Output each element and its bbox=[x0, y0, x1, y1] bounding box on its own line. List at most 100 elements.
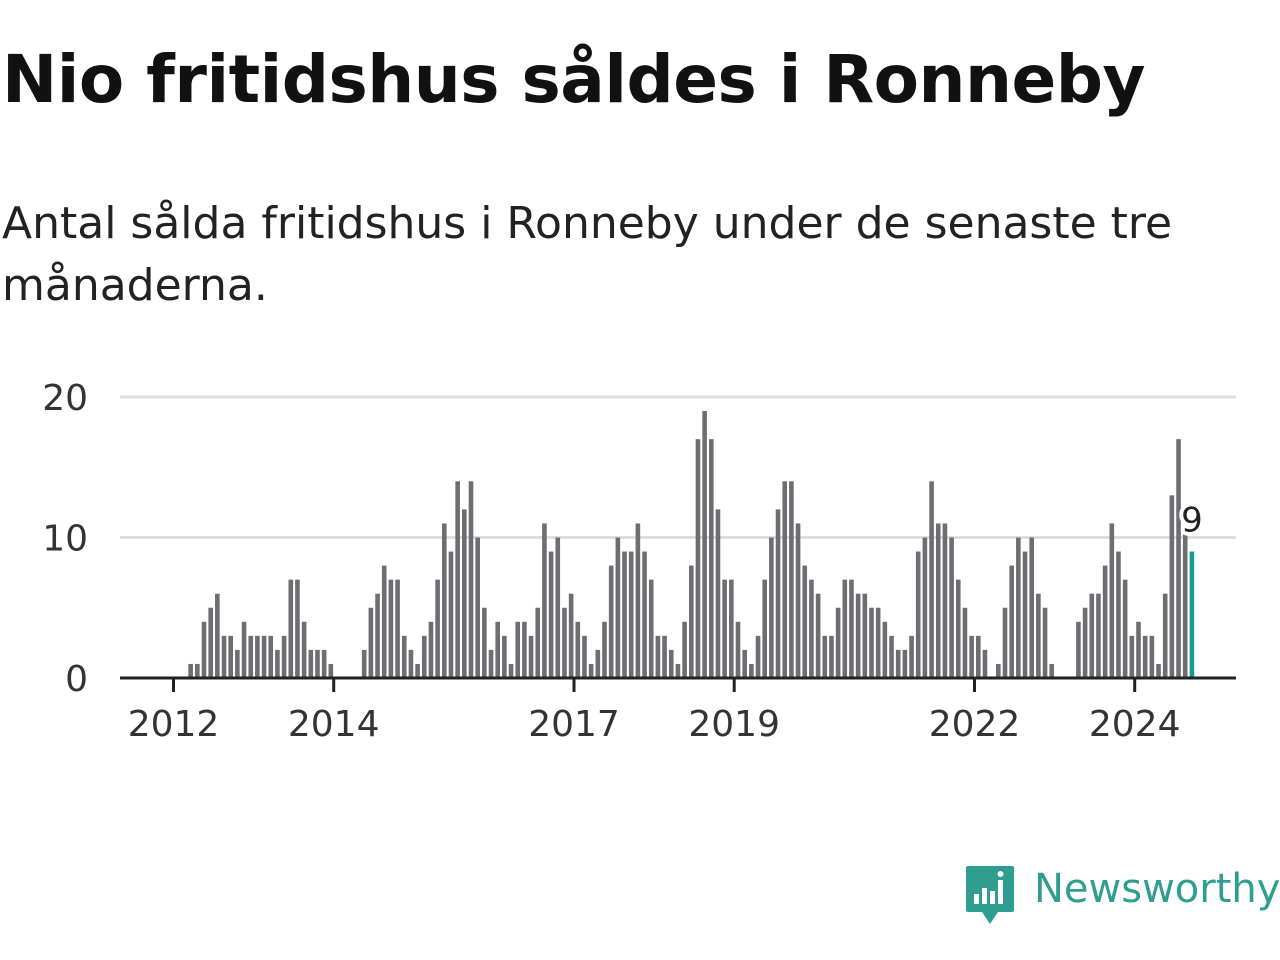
bar bbox=[575, 621, 581, 678]
bar bbox=[595, 649, 601, 678]
bar bbox=[1049, 663, 1055, 678]
bar bbox=[1096, 593, 1101, 678]
bar bbox=[775, 509, 781, 678]
bar bbox=[942, 523, 948, 678]
bar bbox=[882, 621, 888, 678]
bar bbox=[1016, 537, 1021, 678]
bar-chart: 0 10 20 2012 2014 2017 2019 2022 2024 99 bbox=[42, 378, 1236, 745]
bar bbox=[442, 523, 447, 678]
bar bbox=[508, 663, 514, 678]
bar bbox=[1029, 537, 1034, 678]
bar bbox=[1162, 593, 1168, 678]
bar bbox=[401, 635, 407, 678]
y-tick-label: 10 bbox=[42, 519, 88, 560]
x-tick-label: 2012 bbox=[128, 704, 220, 745]
bar bbox=[1149, 635, 1155, 678]
bar bbox=[482, 607, 487, 678]
bar bbox=[261, 635, 267, 678]
bar bbox=[929, 481, 934, 678]
gridlines bbox=[120, 395, 1236, 539]
bar bbox=[769, 537, 774, 678]
bar bbox=[228, 635, 233, 678]
bar bbox=[215, 593, 220, 678]
bar bbox=[695, 439, 701, 678]
bar bbox=[475, 537, 480, 678]
bar bbox=[468, 481, 474, 678]
bar bbox=[1009, 565, 1014, 678]
bar bbox=[802, 565, 808, 678]
bar bbox=[248, 635, 254, 678]
x-tick-label: 2024 bbox=[1089, 704, 1181, 745]
bar bbox=[188, 663, 193, 678]
bar bbox=[1109, 523, 1115, 678]
bar bbox=[528, 635, 534, 678]
bar bbox=[976, 635, 981, 678]
bar bbox=[889, 635, 894, 678]
bar bbox=[275, 649, 280, 678]
bar bbox=[822, 635, 828, 678]
bar bbox=[435, 579, 440, 678]
bar bbox=[875, 607, 881, 678]
bar bbox=[835, 607, 841, 678]
bar bbox=[281, 635, 287, 678]
bar bbox=[722, 579, 727, 678]
bar bbox=[1122, 579, 1128, 678]
bar bbox=[568, 593, 574, 678]
bar bbox=[635, 523, 641, 678]
bar bbox=[955, 579, 961, 678]
bar bbox=[1076, 621, 1081, 678]
bar bbox=[608, 565, 614, 678]
x-tick-label: 2017 bbox=[528, 704, 620, 745]
bar bbox=[1002, 607, 1008, 678]
bar bbox=[815, 593, 821, 678]
newsworthy-logo-text: Newsworthy bbox=[1034, 866, 1280, 912]
bar-latest bbox=[1189, 551, 1195, 678]
bar bbox=[588, 663, 594, 678]
bar bbox=[602, 621, 607, 678]
bar bbox=[1129, 635, 1135, 678]
bar bbox=[1082, 607, 1088, 678]
bar bbox=[829, 635, 834, 678]
bar bbox=[909, 635, 914, 678]
bar bbox=[522, 621, 527, 678]
bar bbox=[321, 649, 327, 678]
bar bbox=[869, 607, 874, 678]
bar bbox=[268, 635, 274, 678]
bar bbox=[1136, 621, 1141, 678]
bar bbox=[795, 523, 801, 678]
bar bbox=[582, 635, 587, 678]
bar bbox=[548, 551, 554, 678]
bar bbox=[949, 537, 954, 678]
bar bbox=[935, 523, 941, 678]
bar bbox=[648, 579, 654, 678]
value-label-halo: 9 bbox=[1181, 501, 1203, 541]
bar bbox=[515, 621, 521, 678]
bar bbox=[895, 649, 901, 678]
bar bbox=[1036, 593, 1041, 678]
bar bbox=[735, 621, 741, 678]
bar bbox=[762, 579, 767, 678]
bar bbox=[862, 593, 868, 678]
newsworthy-logo: Newsworthy bbox=[964, 864, 1280, 926]
y-tick-label: 0 bbox=[65, 659, 88, 700]
bar bbox=[455, 481, 460, 678]
bar bbox=[221, 635, 227, 678]
bar bbox=[1156, 663, 1161, 678]
bar bbox=[709, 439, 714, 678]
bar bbox=[668, 649, 674, 678]
value-label-latest: 9 bbox=[1181, 501, 1203, 541]
bar bbox=[562, 607, 567, 678]
bar bbox=[488, 649, 494, 678]
bar bbox=[789, 481, 794, 678]
bar bbox=[542, 523, 547, 678]
bar bbox=[682, 621, 687, 678]
bar bbox=[555, 537, 561, 678]
bar bbox=[902, 649, 908, 678]
bars bbox=[188, 411, 1195, 678]
bar bbox=[535, 607, 541, 678]
bar bbox=[849, 579, 854, 678]
bar bbox=[729, 579, 734, 678]
bar bbox=[368, 607, 374, 678]
bar bbox=[996, 663, 1001, 678]
bar bbox=[702, 411, 707, 678]
